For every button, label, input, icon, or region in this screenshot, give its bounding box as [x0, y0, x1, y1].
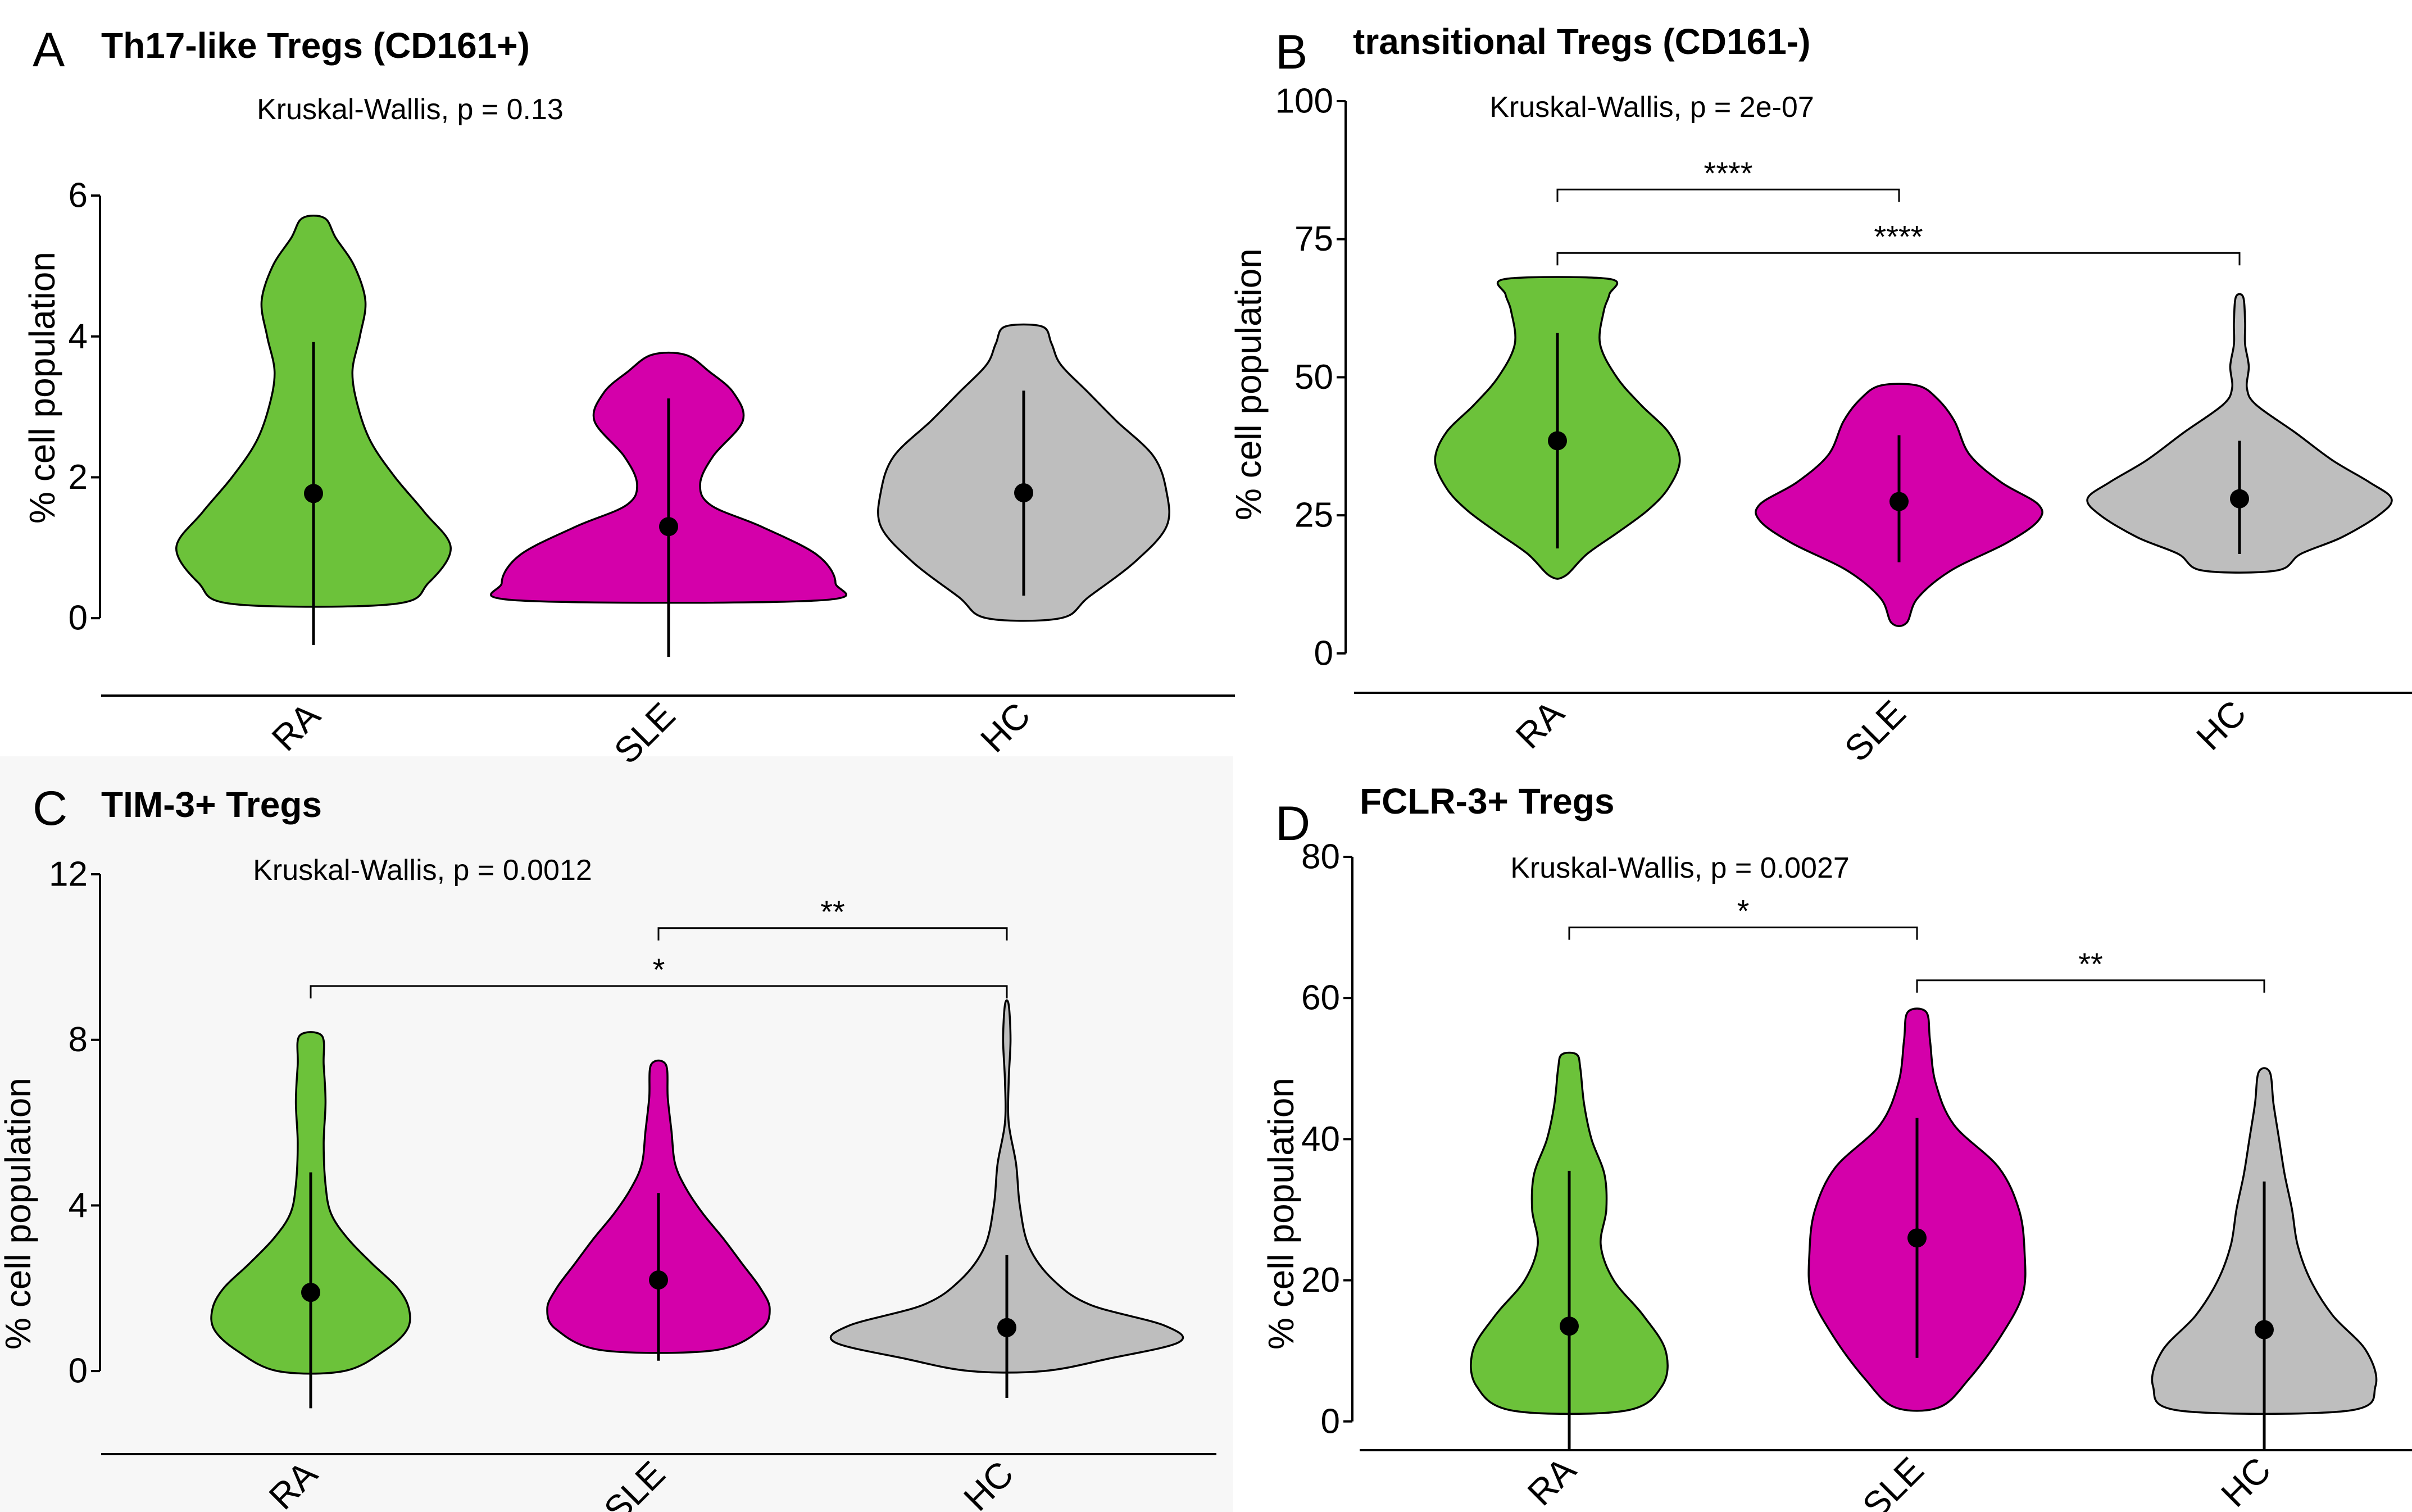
- significance-label: ****: [1704, 155, 1752, 190]
- significance-label: ****: [1874, 219, 1923, 254]
- y-tick-label: 4: [69, 317, 88, 356]
- y-tick-label: 4: [69, 1186, 88, 1225]
- panel-a: A Th17-like Tregs (CD161+) Kruskal-Wallis,…: [22, 23, 1235, 771]
- y-axis-label: % cell population: [22, 252, 62, 524]
- panel-letter: B: [1275, 25, 1307, 79]
- panel-title: transitional Tregs (CD161-): [1353, 21, 1810, 62]
- y-tick-label: 0: [1321, 1402, 1340, 1441]
- mean-point-ra: [1548, 431, 1567, 451]
- y-tick-label: 6: [69, 176, 88, 215]
- violin-hc: [829, 999, 1184, 1374]
- mean-point-sle: [659, 517, 678, 537]
- significance-label: **: [820, 894, 845, 929]
- kruskal-wallis-label: Kruskal-Wallis, p = 0.13: [257, 93, 564, 126]
- y-tick-label: 8: [69, 1020, 88, 1059]
- panel-d: D FCLR-3+ Tregs Kruskal-Wallis, p = 0.0027…: [1261, 781, 2412, 1512]
- significance-bracket: [657, 927, 1008, 941]
- significance-bracket: [1556, 252, 2241, 266]
- significance-bracket: [1568, 927, 1918, 940]
- significance-bracket: [1556, 188, 1900, 202]
- mean-point-ra: [301, 1283, 320, 1302]
- x-tick-label-sle: SLE: [606, 695, 683, 771]
- panel-title: Th17-like Tregs (CD161+): [101, 25, 530, 66]
- kruskal-wallis-label: Kruskal-Wallis, p = 0.0027: [1510, 852, 1850, 884]
- violin-hc: [2086, 293, 2393, 574]
- y-tick-label: 2: [69, 458, 88, 497]
- significance-bracket: [1916, 979, 2265, 993]
- x-tick-label-ra: RA: [264, 694, 328, 759]
- y-tick-label: 0: [1314, 634, 1333, 673]
- panel-c: C TIM-3+ Tregs Kruskal-Wallis, p = 0.0012%…: [0, 782, 1216, 1512]
- significance-label: *: [1737, 893, 1750, 929]
- x-tick-label-sle: SLE: [596, 1454, 673, 1512]
- mean-point-hc: [2255, 1320, 2274, 1340]
- mean-point-sle: [1907, 1228, 1927, 1248]
- panel-title: TIM-3+ Tregs: [101, 784, 322, 825]
- mean-point-ra: [304, 484, 323, 503]
- panel-c-background: [0, 756, 1233, 1512]
- y-axis-label: % cell population: [1261, 1078, 1301, 1350]
- significance-bracket: [310, 985, 1008, 998]
- y-tick-label: 12: [49, 855, 88, 894]
- x-tick-label-ra: RA: [1508, 692, 1572, 756]
- y-tick-label: 75: [1294, 220, 1333, 258]
- panel-letter: D: [1275, 797, 1310, 851]
- kruskal-wallis-label: Kruskal-Wallis, p = 0.0012: [253, 854, 592, 887]
- significance-label: *: [653, 952, 665, 987]
- y-tick-label: 0: [69, 1352, 88, 1391]
- panel-letter: C: [33, 782, 67, 836]
- y-tick-label: 0: [69, 599, 88, 638]
- y-tick-label: 40: [1301, 1120, 1340, 1159]
- mean-point-hc: [2230, 489, 2249, 508]
- mean-point-hc: [1014, 483, 1033, 503]
- x-tick-label-sle: SLE: [1855, 1450, 1931, 1512]
- mean-point-hc: [997, 1318, 1016, 1337]
- y-tick-label: 80: [1301, 838, 1340, 877]
- y-axis-label: % cell population: [1228, 248, 1269, 520]
- mean-point-sle: [1889, 492, 1909, 511]
- y-tick-label: 20: [1301, 1261, 1340, 1300]
- significance-label: **: [2078, 946, 2103, 982]
- panel-title: FCLR-3+ Tregs: [1360, 781, 1614, 821]
- x-tick-label-ra: RA: [261, 1453, 325, 1512]
- x-tick-label-sle: SLE: [1837, 693, 1913, 769]
- x-tick-label-hc: HC: [2188, 693, 2254, 758]
- y-axis-label: % cell population: [0, 1078, 38, 1350]
- x-tick-label-ra: RA: [1520, 1449, 1584, 1512]
- panel-letter: A: [33, 23, 65, 77]
- y-tick-label: 60: [1301, 979, 1340, 1018]
- x-tick-label-hc: HC: [973, 695, 1038, 760]
- kruskal-wallis-label: Kruskal-Wallis, p = 2e-07: [1489, 91, 1814, 124]
- y-tick-label: 100: [1275, 82, 1333, 121]
- y-tick-label: 25: [1294, 496, 1333, 535]
- mean-point-ra: [1560, 1316, 1579, 1336]
- x-tick-label-hc: HC: [956, 1454, 1021, 1512]
- mean-point-sle: [649, 1270, 668, 1290]
- y-tick-label: 50: [1294, 358, 1333, 397]
- x-tick-label-hc: HC: [2213, 1450, 2278, 1512]
